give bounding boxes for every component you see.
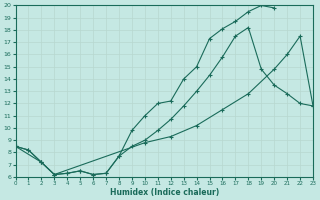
X-axis label: Humidex (Indice chaleur): Humidex (Indice chaleur) [110, 188, 219, 197]
